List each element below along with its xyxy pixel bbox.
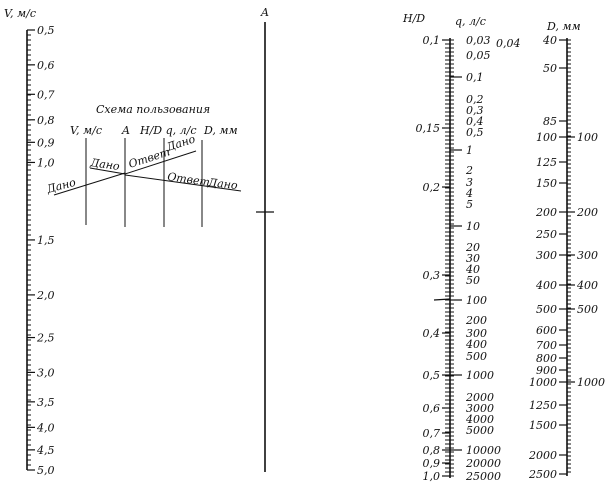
q-axis-label: 100 xyxy=(466,294,487,307)
v-axis-label: 3,5 xyxy=(37,396,55,409)
d-axis-left-label: 150 xyxy=(536,177,557,190)
d-axis-left-label: 400 xyxy=(535,279,557,292)
q-axis-label: 20 xyxy=(465,241,480,254)
d-axis-left-label: 900 xyxy=(536,364,557,377)
scheme-label-hdq: H/D q, л/с xyxy=(139,124,197,137)
q-axis-label: 4 xyxy=(465,187,473,200)
q-axis-label: 30 xyxy=(466,252,480,265)
q-axis-label: 0,2 xyxy=(466,93,484,106)
q-axis-label: 200 xyxy=(465,314,487,327)
q-axis-label: 0,1 xyxy=(466,71,484,84)
hd-axis-label: 0,8 xyxy=(423,444,441,457)
q-axis-label: 300 xyxy=(466,327,487,340)
v-axis-label: 0,6 xyxy=(37,59,55,72)
scheme-answer-1: Ответ xyxy=(127,145,172,171)
q-axis-label: 40 xyxy=(465,263,480,276)
d-axis-left-label: 800 xyxy=(536,352,557,365)
d-axis-right-label: 100 xyxy=(577,131,598,144)
q-axis-label: 400 xyxy=(465,338,487,351)
v-axis-title: V, м/с xyxy=(4,7,36,20)
q-axis-label: 10000 xyxy=(466,444,501,457)
hd-axis-label: 0,15 xyxy=(416,122,441,135)
hd-axis-label: 0,3 xyxy=(423,269,441,282)
hd-axis-label: 0,2 xyxy=(423,181,441,194)
v-axis-label: 1,5 xyxy=(37,234,55,247)
hd-axis-label: 0,1 xyxy=(423,34,441,47)
q-axis-label: 50 xyxy=(466,274,480,287)
usage-scheme: Схема пользования V, м/с A H/D q, л/с D,… xyxy=(44,103,242,227)
d-axis-left-label: 50 xyxy=(543,62,557,75)
d-axis-left-label: 40 xyxy=(542,34,557,47)
hd-axis-label: 0,5 xyxy=(423,369,441,382)
scheme-label-v: V, м/с xyxy=(70,124,102,137)
d-axis-left-label: 1250 xyxy=(529,399,557,412)
scheme-answer-2: Ответ xyxy=(167,170,211,189)
q-axis-label: 0,03 xyxy=(466,34,491,47)
d-axis-left-label: 125 xyxy=(536,156,557,169)
q-axis-label: 0,4 xyxy=(466,115,484,128)
q-axis-label: 0,04 xyxy=(496,37,521,50)
q-axis-label: 20000 xyxy=(465,457,501,470)
d-axis-left-label: 700 xyxy=(536,339,557,352)
scheme-given-4: Дано xyxy=(207,176,239,192)
v-axis-label: 1,0 xyxy=(37,156,55,169)
v-axis-label: 2,0 xyxy=(36,289,55,302)
scheme-given-2: Дано xyxy=(89,156,121,173)
q-axis-label: 3 xyxy=(466,176,473,189)
d-axis-left-label: 85 xyxy=(543,115,557,128)
q-axis-label: 5 xyxy=(466,198,473,211)
q-axis-label: 2000 xyxy=(465,391,494,404)
d-axis-left-label: 500 xyxy=(536,303,557,316)
v-axis-label: 5,0 xyxy=(37,464,55,477)
q-axis-reading-mark xyxy=(433,298,451,301)
d-axis-left-label: 2000 xyxy=(528,449,557,462)
v-axis-label: 0,7 xyxy=(37,88,55,101)
v-axis-label: 0,9 xyxy=(37,136,55,149)
q-axis-label: 1 xyxy=(466,144,473,157)
d-axis-left-label: 1500 xyxy=(529,419,557,432)
q-axis-label: 10 xyxy=(466,220,480,233)
q-axis-label: 3000 xyxy=(466,402,494,415)
q-axis-label: 25000 xyxy=(465,470,501,483)
v-axis-label: 2,5 xyxy=(36,332,55,345)
d-axis-left-label: 2500 xyxy=(528,468,557,481)
hd-axis-label: 0,7 xyxy=(423,427,441,440)
d-axis-left-label: 100 xyxy=(536,131,557,144)
q-axis-label: 0,3 xyxy=(466,104,484,117)
d-axis-left-label: 300 xyxy=(536,249,557,262)
q-axis-label: 4000 xyxy=(465,413,494,426)
hd-axis-label: 0,4 xyxy=(423,327,441,340)
scheme-title: Схема пользования xyxy=(96,103,210,116)
d-axis-right-label: 400 xyxy=(576,279,598,292)
hd-axis-label: 0,6 xyxy=(423,402,441,415)
q-axis-label: 2 xyxy=(465,164,473,177)
d-axis-left-label: 250 xyxy=(535,228,557,241)
q-axis-label: 1000 xyxy=(466,369,494,382)
d-axis-left-label: 200 xyxy=(535,206,557,219)
scheme-label-a: A xyxy=(121,124,130,137)
q-axis-label: 0,5 xyxy=(466,126,484,139)
v-axis-label: 3,0 xyxy=(37,366,55,379)
q-axis-label: 0,05 xyxy=(466,49,491,62)
v-axis-label: 0,5 xyxy=(37,24,55,37)
q-axis-title: q, л/с xyxy=(455,15,486,28)
d-axis-left-label: 600 xyxy=(536,324,557,337)
hd-axis-label: 0,9 xyxy=(423,457,441,470)
q-axis-label: 5000 xyxy=(466,424,494,437)
d-axis-right-label: 300 xyxy=(577,249,598,262)
d-axis-right-label: 500 xyxy=(577,303,598,316)
q-axis-label: 500 xyxy=(466,350,487,363)
d-axis-right-label: 1000 xyxy=(577,376,605,389)
v-axis-label: 0,8 xyxy=(37,114,55,127)
v-axis-label: 4,0 xyxy=(36,421,55,434)
v-axis-label: 4,5 xyxy=(36,444,55,457)
d-axis-right-label: 200 xyxy=(576,206,598,219)
a-axis-title: A xyxy=(260,6,269,19)
d-axis-left-label: 1000 xyxy=(529,376,557,389)
hd-axis-label: 1,0 xyxy=(423,470,441,483)
hd-axis-title: H/D xyxy=(402,12,425,25)
scheme-label-d: D, мм xyxy=(203,124,238,137)
d-axis-title: D, мм xyxy=(546,20,581,33)
